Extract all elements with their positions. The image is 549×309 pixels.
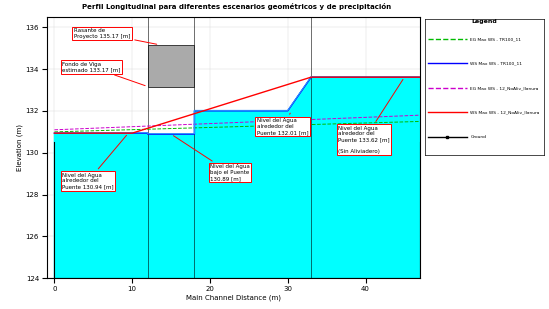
- Text: Nivel del Agua
alrededor del
Puente 130.94 [m]: Nivel del Agua alrededor del Puente 130.…: [62, 135, 126, 189]
- Text: Ground: Ground: [470, 135, 486, 139]
- Text: WS Max WS - 12_NoAliv_llanura: WS Max WS - 12_NoAliv_llanura: [470, 110, 540, 114]
- Text: Perfil Longitudinal para diferentes escenarios geométricos y de precipitación: Perfil Longitudinal para diferentes esce…: [81, 3, 391, 11]
- Text: Legend: Legend: [472, 19, 497, 23]
- Text: Fondo de Viga
estimado 133.17 [m]: Fondo de Viga estimado 133.17 [m]: [62, 61, 145, 86]
- Text: Nivel del Agua
alrededor del
Puente 133.62 [m]

(Sin Aliviadero): Nivel del Agua alrededor del Puente 133.…: [338, 79, 403, 154]
- Text: EG Max WS - TR100_11: EG Max WS - TR100_11: [470, 37, 522, 41]
- Text: WS Max WS - TR100_11: WS Max WS - TR100_11: [470, 61, 522, 66]
- Text: Nivel del Agua
bajo el Puente
130.89 [m]: Nivel del Agua bajo el Puente 130.89 [m]: [173, 136, 250, 181]
- Text: EG Max WS - 12_NoAliv_llanura: EG Max WS - 12_NoAliv_llanura: [470, 86, 539, 90]
- Text: Nivel del Agua
alrededor del
Puente 132.01 [m]: Nivel del Agua alrededor del Puente 132.…: [257, 113, 309, 135]
- X-axis label: Main Channel Distance (m): Main Channel Distance (m): [186, 294, 281, 301]
- Polygon shape: [54, 77, 420, 278]
- Y-axis label: Elevation (m): Elevation (m): [16, 124, 23, 171]
- Text: Rasante de
Proyecto 135.17 [m]: Rasante de Proyecto 135.17 [m]: [74, 28, 156, 44]
- Bar: [148, 45, 194, 87]
